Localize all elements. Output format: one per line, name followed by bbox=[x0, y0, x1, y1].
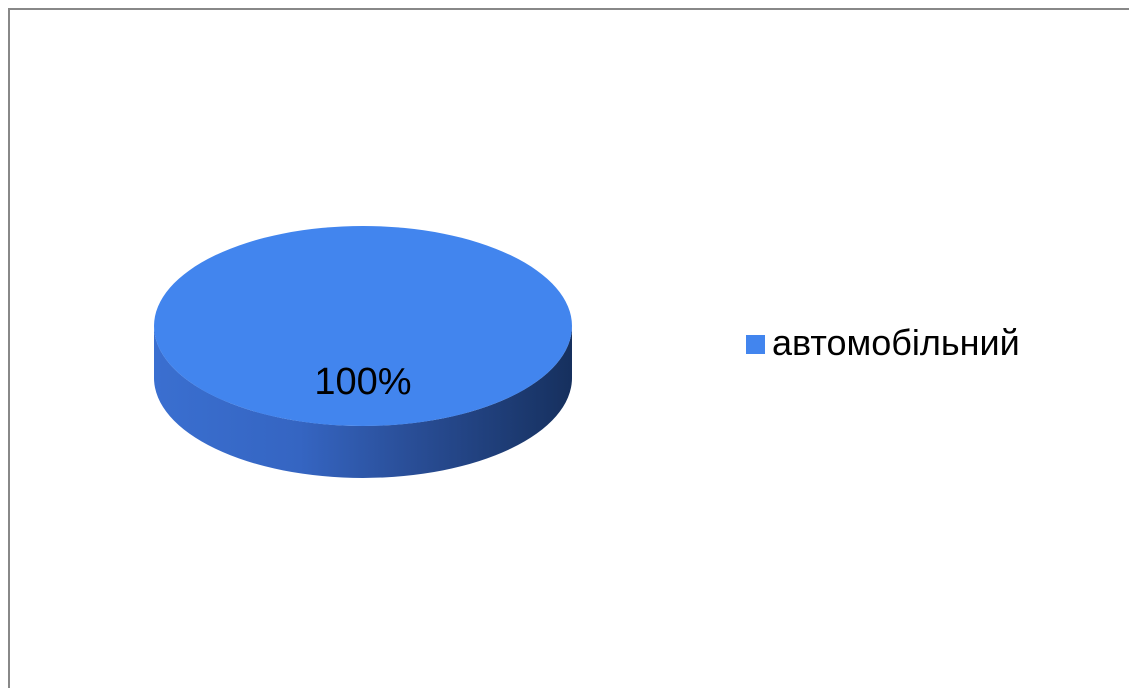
pie-chart: 100% bbox=[154, 226, 572, 478]
legend-label: автомобільний bbox=[772, 322, 1020, 363]
legend: автомобільний bbox=[746, 325, 1020, 361]
pie-slice-top bbox=[154, 226, 572, 426]
legend-swatch bbox=[746, 334, 765, 354]
pie-data-label: 100% bbox=[314, 361, 411, 403]
pie-slice-side bbox=[154, 326, 572, 478]
